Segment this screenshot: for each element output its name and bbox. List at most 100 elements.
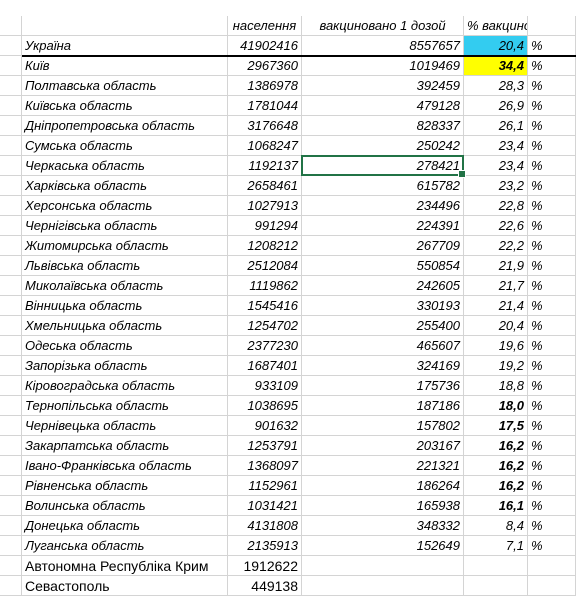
cell-vaccinated[interactable]: 465607 <box>302 336 464 356</box>
cell-vaccinated[interactable]: 392459 <box>302 76 464 96</box>
cell-unit[interactable]: % <box>528 376 576 396</box>
cell-percent[interactable]: 22,6 <box>464 216 528 236</box>
cell-region[interactable]: Запорізька область <box>22 356 228 376</box>
cell-population[interactable]: 1781044 <box>228 96 302 116</box>
cell-percent[interactable]: 22,2 <box>464 236 528 256</box>
cell-unit[interactable]: % <box>528 36 576 56</box>
cell-population[interactable]: 1152961 <box>228 476 302 496</box>
header-unit[interactable] <box>528 16 576 36</box>
cell-unit[interactable]: % <box>528 156 576 176</box>
cell-population[interactable]: 1253791 <box>228 436 302 456</box>
cell-unit[interactable]: % <box>528 136 576 156</box>
cell-region[interactable]: Івано-Франківська область <box>22 456 228 476</box>
cell-vaccinated[interactable]: 479128 <box>302 96 464 116</box>
cell-region[interactable]: Черкаська область <box>22 156 228 176</box>
cell-region[interactable]: Луганська область <box>22 536 228 556</box>
cell-population[interactable]: 449138 <box>228 576 302 596</box>
cell-population[interactable]: 2377230 <box>228 336 302 356</box>
cell-percent[interactable]: 20,4 <box>464 316 528 336</box>
cell-percent[interactable]: 34,4 <box>464 56 528 76</box>
cell-percent[interactable]: 21,9 <box>464 256 528 276</box>
cell-population[interactable]: 2658461 <box>228 176 302 196</box>
cell-population[interactable]: 41902416 <box>228 36 302 56</box>
cell-percent[interactable]: 23,2 <box>464 176 528 196</box>
cell-vaccinated[interactable]: 224391 <box>302 216 464 236</box>
cell-region[interactable]: Рівненська область <box>22 476 228 496</box>
cell-population[interactable]: 2512084 <box>228 256 302 276</box>
cell-region[interactable]: Херсонська область <box>22 196 228 216</box>
cell-population[interactable]: 4131808 <box>228 516 302 536</box>
cell-unit[interactable]: % <box>528 516 576 536</box>
cell-population[interactable]: 1027913 <box>228 196 302 216</box>
cell-region[interactable]: Одеська область <box>22 336 228 356</box>
cell-vaccinated[interactable]: 157802 <box>302 416 464 436</box>
cell-vaccinated[interactable]: 203167 <box>302 436 464 456</box>
cell-region[interactable]: Миколаївська область <box>22 276 228 296</box>
cell-percent[interactable]: 16,2 <box>464 476 528 496</box>
cell-population[interactable]: 1545416 <box>228 296 302 316</box>
cell-unit[interactable]: % <box>528 396 576 416</box>
cell-region[interactable]: Україна <box>22 36 228 56</box>
cell-vaccinated[interactable]: 828337 <box>302 116 464 136</box>
cell-population[interactable]: 1068247 <box>228 136 302 156</box>
cell-percent[interactable]: 21,4 <box>464 296 528 316</box>
cell-unit[interactable] <box>528 576 576 596</box>
cell-vaccinated[interactable]: 234496 <box>302 196 464 216</box>
cell-population[interactable]: 1912622 <box>228 556 302 576</box>
cell-percent[interactable]: 21,7 <box>464 276 528 296</box>
cell-region[interactable]: Чернівецька область <box>22 416 228 436</box>
cell-unit[interactable]: % <box>528 96 576 116</box>
cell-percent[interactable]: 17,5 <box>464 416 528 436</box>
cell-population[interactable]: 933109 <box>228 376 302 396</box>
cell-vaccinated[interactable]: 152649 <box>302 536 464 556</box>
header-region[interactable] <box>22 16 228 36</box>
cell-unit[interactable]: % <box>528 496 576 516</box>
cell-unit[interactable]: % <box>528 356 576 376</box>
cell-vaccinated[interactable]: 8557657 <box>302 36 464 56</box>
cell-region[interactable]: Київ <box>22 56 228 76</box>
cell-vaccinated[interactable]: 324169 <box>302 356 464 376</box>
cell-region[interactable]: Тернопільська область <box>22 396 228 416</box>
cell-unit[interactable]: % <box>528 196 576 216</box>
cell-vaccinated[interactable]: 221321 <box>302 456 464 476</box>
cell-unit[interactable]: % <box>528 476 576 496</box>
cell-unit[interactable]: % <box>528 336 576 356</box>
cell-region[interactable]: Автономна Республіка Крим <box>22 556 228 576</box>
cell-percent[interactable]: 18,8 <box>464 376 528 396</box>
cell-population[interactable]: 1119862 <box>228 276 302 296</box>
cell-unit[interactable]: % <box>528 76 576 96</box>
cell-population[interactable]: 1368097 <box>228 456 302 476</box>
cell-unit[interactable]: % <box>528 456 576 476</box>
cell-region[interactable]: Сумська область <box>22 136 228 156</box>
cell-population[interactable]: 1687401 <box>228 356 302 376</box>
cell-population[interactable]: 1192137 <box>228 156 302 176</box>
cell-region[interactable]: Львівська область <box>22 256 228 276</box>
cell-population[interactable]: 1386978 <box>228 76 302 96</box>
cell-region[interactable]: Житомирська область <box>22 236 228 256</box>
cell-vaccinated[interactable]: 165938 <box>302 496 464 516</box>
cell-unit[interactable]: % <box>528 296 576 316</box>
cell-region[interactable]: Київська область <box>22 96 228 116</box>
cell-percent[interactable]: 16,2 <box>464 456 528 476</box>
header-percent[interactable]: % вакцинованих <box>464 16 528 36</box>
cell-percent[interactable]: 20,4 <box>464 36 528 56</box>
fill-handle[interactable] <box>458 170 466 178</box>
cell-region[interactable]: Вінницька область <box>22 296 228 316</box>
cell-vaccinated[interactable]: 550854 <box>302 256 464 276</box>
cell-region[interactable]: Хмельницька область <box>22 316 228 336</box>
cell-percent[interactable] <box>464 576 528 596</box>
cell-percent[interactable]: 19,6 <box>464 336 528 356</box>
cell-population[interactable]: 1208212 <box>228 236 302 256</box>
cell-percent[interactable]: 23,4 <box>464 136 528 156</box>
cell-percent[interactable]: 19,2 <box>464 356 528 376</box>
cell-unit[interactable]: % <box>528 176 576 196</box>
cell-vaccinated[interactable] <box>302 556 464 576</box>
cell-region[interactable]: Дніпропетровська область <box>22 116 228 136</box>
cell-vaccinated[interactable]: 348332 <box>302 516 464 536</box>
cell-region[interactable]: Севастополь <box>22 576 228 596</box>
cell-percent[interactable]: 26,9 <box>464 96 528 116</box>
cell-vaccinated[interactable]: 186264 <box>302 476 464 496</box>
cell-population[interactable]: 1038695 <box>228 396 302 416</box>
cell-region[interactable]: Полтавська область <box>22 76 228 96</box>
cell-unit[interactable]: % <box>528 116 576 136</box>
